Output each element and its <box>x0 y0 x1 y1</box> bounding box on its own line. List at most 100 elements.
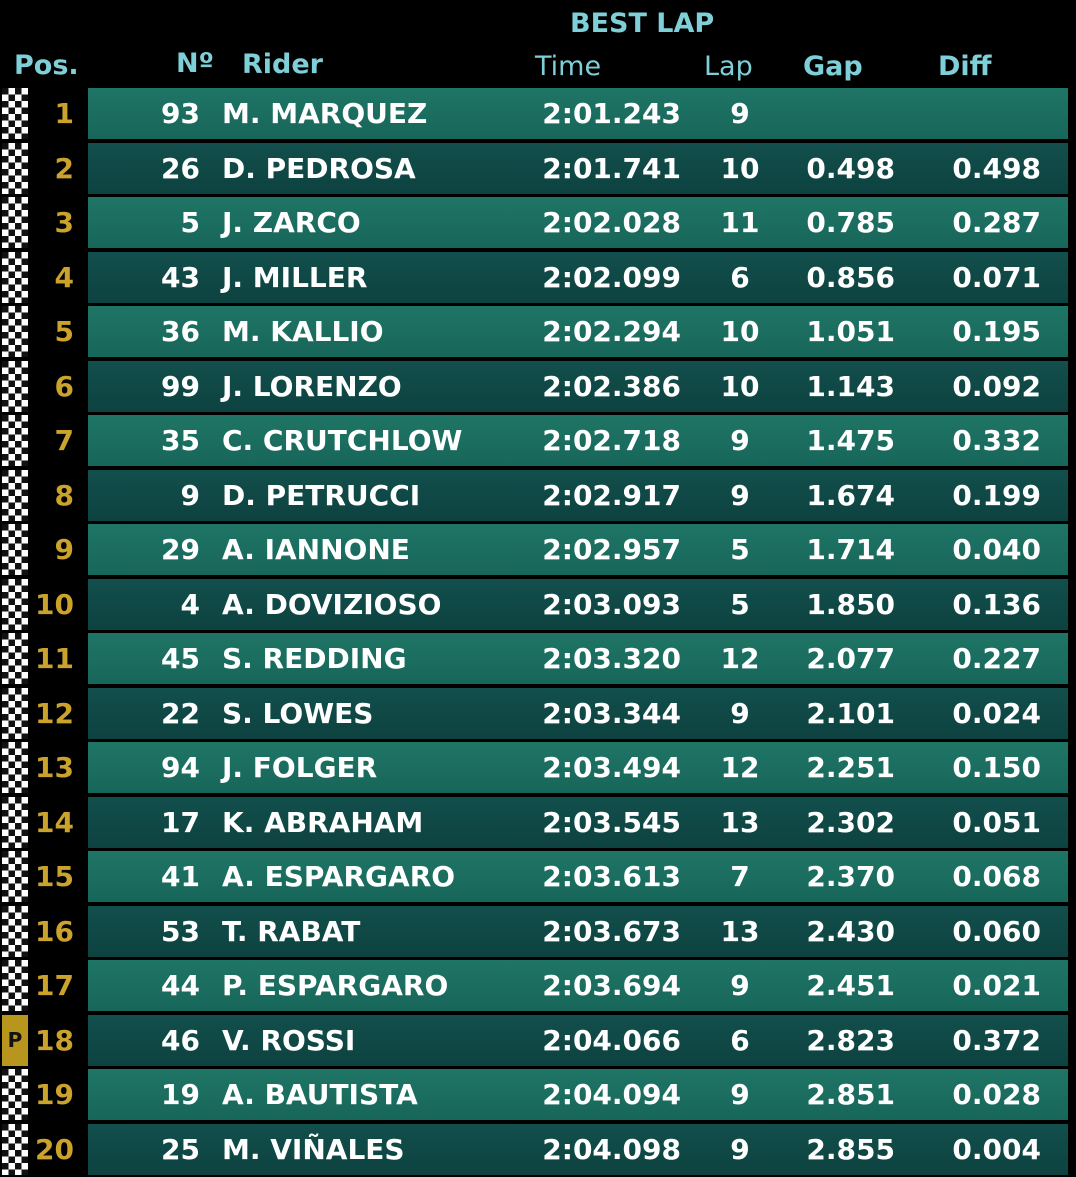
gap: 2.823 <box>806 1023 895 1057</box>
position: 13 <box>35 751 74 784</box>
checkered-flag <box>2 633 28 684</box>
best-lap: 9 <box>730 478 750 512</box>
table-row: 22 S. LOWES 2:03.344 9 2.101 0.024 <box>88 687 1068 739</box>
checkered-flag <box>2 851 28 902</box>
rider-number: 45 <box>161 642 200 675</box>
rider-name: A. IANNONE <box>222 533 410 566</box>
table-row: 93 M. MARQUEZ 2:01.243 9 <box>88 88 1068 139</box>
best-time: 2:03.694 <box>542 969 681 1002</box>
table-row: 53 T. RABAT 2:03.673 13 2.430 0.060 <box>88 905 1068 957</box>
rider-name: A. DOVIZIOSO <box>222 587 442 621</box>
checkered-flag <box>2 796 28 848</box>
best-lap: 9 <box>730 1078 750 1111</box>
best-lap: 12 <box>720 642 760 675</box>
checkered-flag <box>2 960 28 1011</box>
diff: 0.136 <box>952 587 1041 621</box>
position: 3 <box>54 206 74 239</box>
diff: 0.060 <box>952 914 1041 948</box>
diff: 0.195 <box>952 315 1041 348</box>
best-time: 2:03.673 <box>542 914 681 948</box>
table-row: 99 J. LORENZO 2:02.386 10 1.143 0.092 <box>88 360 1068 412</box>
col-lap: Lap <box>704 51 753 82</box>
col-gap: Gap <box>803 51 863 82</box>
gap: 2.302 <box>806 805 895 839</box>
checkered-flag <box>2 197 28 248</box>
gap: 0.785 <box>806 206 895 239</box>
position: 14 <box>35 805 74 839</box>
checkered-flag <box>2 415 28 466</box>
rider-name: V. ROSSI <box>222 1023 356 1057</box>
best-lap: 13 <box>720 805 760 839</box>
diff: 0.068 <box>952 860 1041 893</box>
table-row: 94 J. FOLGER 2:03.494 12 2.251 0.150 <box>88 742 1068 793</box>
rider-number: 36 <box>161 315 200 348</box>
position: 15 <box>35 860 74 893</box>
best-lap: 11 <box>720 206 760 239</box>
best-lap: 12 <box>720 751 760 784</box>
table-row: 25 M. VIÑALES 2:04.098 9 2.855 0.004 <box>88 1123 1068 1175</box>
rider-number: 99 <box>161 369 200 403</box>
position: 2 <box>54 151 74 185</box>
gap: 1.714 <box>806 533 895 566</box>
position: 20 <box>35 1132 74 1166</box>
rider-number: 17 <box>161 805 200 839</box>
rider-number: 35 <box>161 424 200 457</box>
position: 7 <box>54 424 74 457</box>
best-time: 2:03.545 <box>542 805 681 839</box>
table-row: 41 A. ESPARGARO 2:03.613 7 2.370 0.068 <box>88 851 1068 902</box>
col-time: Time <box>535 51 602 82</box>
gap: 2.251 <box>806 751 895 784</box>
position: 12 <box>35 696 74 730</box>
position: 5 <box>54 315 74 348</box>
table-row: 4 A. DOVIZIOSO 2:03.093 5 1.850 0.136 <box>88 578 1068 630</box>
best-time: 2:03.320 <box>542 642 681 675</box>
gap: 2.855 <box>806 1132 895 1166</box>
position: 18 <box>35 1023 74 1057</box>
checkered-flag <box>2 142 28 194</box>
rider-name: D. PETRUCCI <box>222 478 421 512</box>
best-lap: 13 <box>720 914 760 948</box>
rider-name: A. ESPARGARO <box>222 860 456 893</box>
rider-number: 9 <box>180 478 200 512</box>
diff: 0.332 <box>952 424 1041 457</box>
gap: 0.856 <box>806 260 895 294</box>
best-lap: 9 <box>730 1132 750 1166</box>
rider-number: 5 <box>180 206 200 239</box>
diff: 0.021 <box>952 969 1041 1002</box>
best-time: 2:02.386 <box>542 369 681 403</box>
best-time: 2:04.094 <box>542 1078 681 1111</box>
best-lap: 6 <box>730 260 750 294</box>
col-number: Nº <box>176 48 214 79</box>
best-time: 2:03.613 <box>542 860 681 893</box>
best-lap: 9 <box>730 424 750 457</box>
table-row: 35 C. CRUTCHLOW 2:02.718 9 1.475 0.332 <box>88 415 1068 466</box>
checkered-flag <box>2 360 28 412</box>
rider-name: D. PEDROSA <box>222 151 416 185</box>
rider-name: K. ABRAHAM <box>222 805 424 839</box>
diff: 0.024 <box>952 696 1041 730</box>
rider-name: C. CRUTCHLOW <box>222 424 463 457</box>
best-time: 2:03.494 <box>542 751 681 784</box>
rider-name: J. MILLER <box>222 260 368 294</box>
checkered-flag <box>2 524 28 575</box>
diff: 0.071 <box>952 260 1041 294</box>
gap: 1.674 <box>806 478 895 512</box>
gap: 0.498 <box>806 151 895 185</box>
rider-number: 53 <box>161 914 200 948</box>
best-lap: 10 <box>720 151 760 185</box>
best-time: 2:04.098 <box>542 1132 681 1166</box>
gap: 1.850 <box>806 587 895 621</box>
gap: 2.430 <box>806 914 895 948</box>
gap: 2.851 <box>806 1078 895 1111</box>
col-diff: Diff <box>938 51 992 82</box>
table-row: 17 K. ABRAHAM 2:03.545 13 2.302 0.051 <box>88 796 1068 848</box>
best-lap: 9 <box>730 97 750 130</box>
position: 16 <box>35 914 74 948</box>
diff: 0.227 <box>952 642 1041 675</box>
diff: 0.287 <box>952 206 1041 239</box>
gap: 2.370 <box>806 860 895 893</box>
diff: 0.092 <box>952 369 1041 403</box>
rider-name: J. FOLGER <box>222 751 378 784</box>
rider-name: T. RABAT <box>222 914 361 948</box>
